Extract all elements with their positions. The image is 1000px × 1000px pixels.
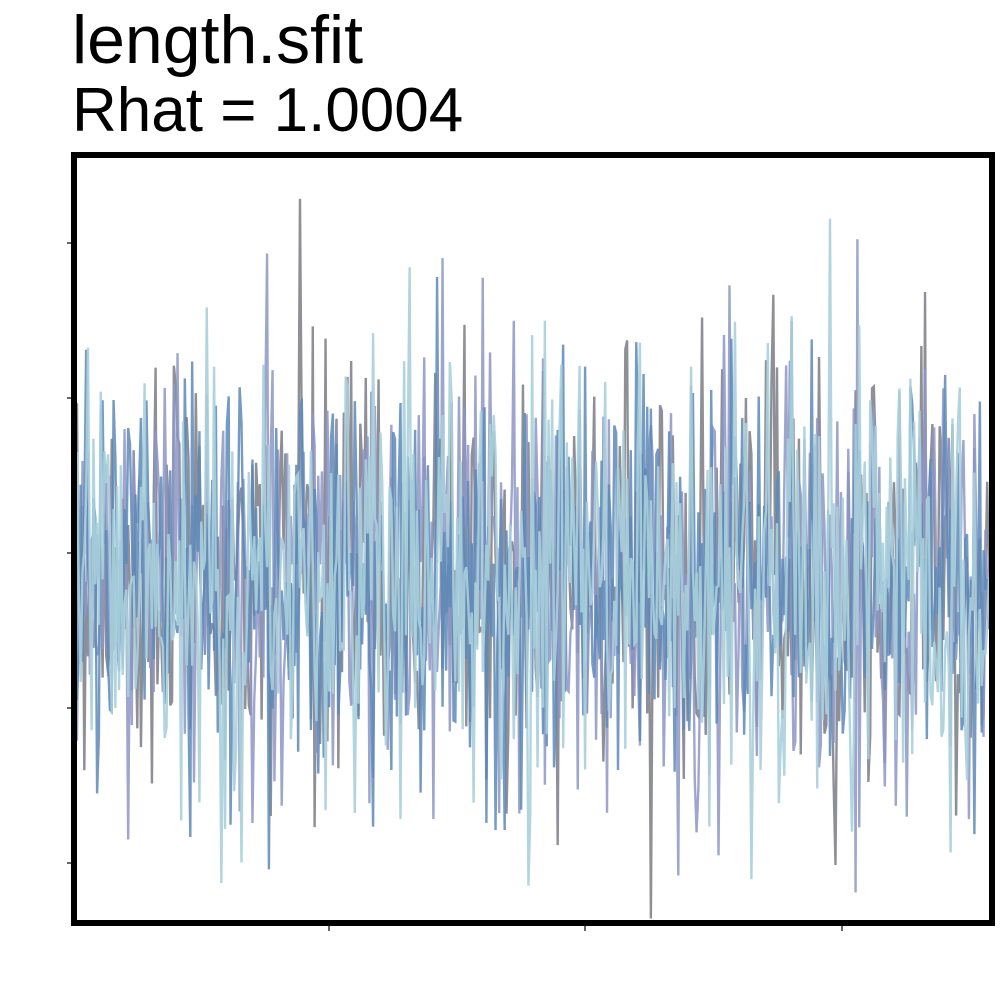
plot-frame xyxy=(71,152,995,926)
trace-lines xyxy=(75,198,991,919)
chart-subtitle: Rhat = 1.0004 xyxy=(72,76,464,145)
chart-title: length.sfit xyxy=(72,2,364,78)
chain-4-trace xyxy=(75,218,991,886)
